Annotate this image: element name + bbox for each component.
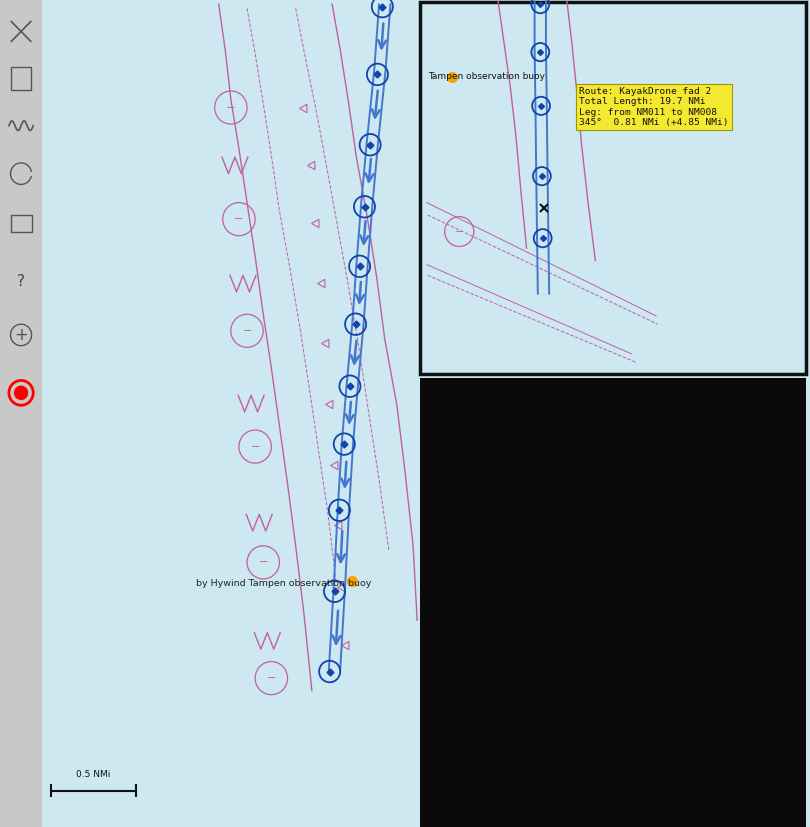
Text: −: − — [234, 214, 244, 224]
Text: +: + — [14, 326, 28, 344]
Bar — [11, 215, 32, 232]
Text: Tampen observation buoy: Tampen observation buoy — [428, 72, 544, 80]
Text: −: − — [250, 442, 260, 452]
Text: −: − — [242, 326, 252, 336]
Text: 0.5 NMi: 0.5 NMi — [76, 770, 111, 779]
Text: −: − — [455, 227, 463, 237]
Text: by Hywind Tampen observation buoy: by Hywind Tampen observation buoy — [196, 579, 372, 587]
Circle shape — [15, 386, 28, 399]
Bar — [0, 0, 42, 827]
Text: ?: ? — [17, 274, 25, 289]
Text: Route: KayakDrone fad 2
Total Length: 19.7 NMi
Leg: from NM011 to NM008
345°  0.: Route: KayakDrone fad 2 Total Length: 19… — [579, 87, 729, 127]
Text: −: − — [258, 557, 268, 567]
Text: −: − — [226, 103, 236, 112]
Bar — [420, 2, 806, 374]
Text: −: − — [266, 673, 276, 683]
Bar — [11, 67, 31, 90]
Bar — [420, 378, 806, 827]
